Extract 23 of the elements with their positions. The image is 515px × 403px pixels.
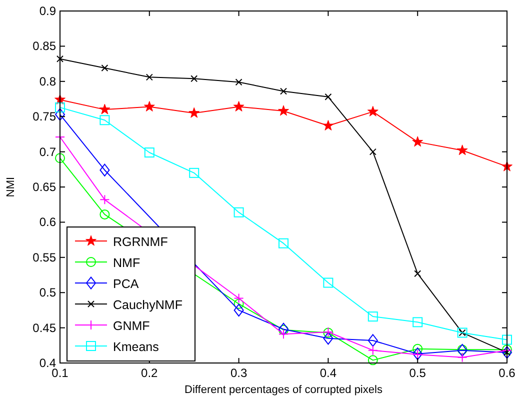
x-tick-label: 0.6 (498, 366, 515, 380)
y-tick-label: 0.7 (39, 144, 56, 159)
legend-label: NMF (113, 256, 140, 270)
y-tick-label: 0.85 (32, 39, 56, 54)
x-axis-title: Different percentages of corrupted pixels (184, 384, 383, 396)
legend-label: RGRNMF (113, 235, 168, 249)
y-tick-label: 0.9 (39, 4, 56, 18)
y-tick-label: 0.5 (39, 286, 56, 300)
legend-label: Kmeans (113, 340, 159, 354)
x-tick-label: 0.4 (320, 366, 337, 380)
x-tick-label: 0.2 (141, 366, 158, 380)
y-tick-label: 0.8 (39, 74, 56, 88)
y-tick-label: 0.75 (32, 110, 56, 124)
x-tick-label: 0.3 (230, 366, 248, 380)
y-tick-label: 0.55 (32, 250, 56, 264)
y-tick-label: 0.65 (32, 180, 56, 194)
y-tick-label: 0.6 (39, 215, 56, 230)
legend-label: PCA (113, 277, 140, 291)
legend-label: GNMF (113, 319, 150, 333)
y-tick-label: 0.45 (32, 320, 56, 335)
x-tick-label: 0.5 (409, 366, 426, 380)
y-axis-title: NMI (5, 176, 17, 198)
legend-label: CauchyNMF (113, 298, 183, 312)
